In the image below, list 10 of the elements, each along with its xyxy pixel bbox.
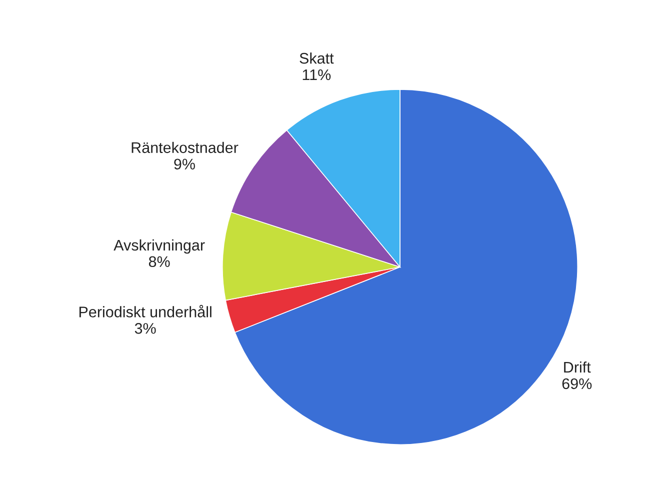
slice-label: Drift: [564, 361, 591, 373]
slice-label: Avskrivningar: [114, 239, 205, 254]
data-label: 11%: [302, 69, 331, 80]
data-label: 8%: [148, 256, 170, 268]
data-label: 9%: [174, 158, 195, 170]
slice-label: Räntekostnader: [132, 142, 238, 154]
data-label: 3%: [134, 323, 156, 334]
slice-label: Periodiskt underhåll: [79, 304, 212, 318]
data-label: 69%: [562, 378, 592, 390]
slice-label: Skatt: [300, 52, 334, 64]
